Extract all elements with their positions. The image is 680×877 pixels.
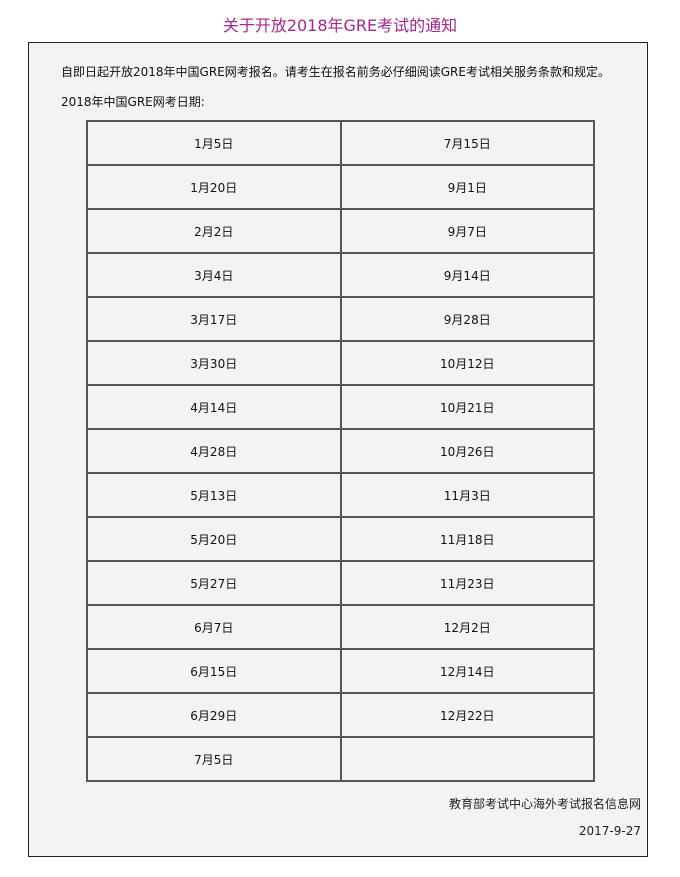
table-row: 6月15日 12月14日 xyxy=(86,648,595,694)
table-row: 3月4日 9月14日 xyxy=(86,252,595,298)
table-row: 3月17日 9月28日 xyxy=(86,296,595,342)
dates-table: 1月5日 7月15日 1月20日 9月1日 2月2日 9月7日 3月4日 9月14日 3月17日… xyxy=(86,120,595,782)
date-cell: 9月14日 xyxy=(339,252,595,298)
date-cell: 7月5日 xyxy=(86,736,342,782)
dates-heading: 2018年中国GRE网考日期: xyxy=(61,95,205,109)
table-row: 5月20日 11月18日 xyxy=(86,516,595,562)
date-cell: 1月5日 xyxy=(86,120,342,166)
page-title: 关于开放2018年GRE考试的通知 xyxy=(222,16,458,35)
date-cell: 5月20日 xyxy=(86,516,342,562)
publish-date: 2017-9-27 xyxy=(578,824,641,838)
intro-text: 自即日起开放2018年中国GRE网考报名。请考生在报名前务必仔细阅读GRE考试相… xyxy=(61,65,610,79)
date-cell xyxy=(339,736,595,782)
date-cell: 12月14日 xyxy=(339,648,595,694)
date-cell: 9月1日 xyxy=(339,164,595,210)
date-cell: 9月7日 xyxy=(339,208,595,254)
date-cell: 12月2日 xyxy=(339,604,595,650)
date-cell: 10月21日 xyxy=(339,384,595,430)
table-row: 3月30日 10月12日 xyxy=(86,340,595,386)
table-row: 4月28日 10月26日 xyxy=(86,428,595,474)
date-cell: 5月27日 xyxy=(86,560,342,606)
table-row: 6月29日 12月22日 xyxy=(86,692,595,738)
date-cell: 11月18日 xyxy=(339,516,595,562)
table-row: 6月7日 12月2日 xyxy=(86,604,595,650)
table-row: 4月14日 10月21日 xyxy=(86,384,595,430)
date-cell: 6月29日 xyxy=(86,692,342,738)
date-cell: 3月4日 xyxy=(86,252,342,298)
notice-box: 自即日起开放2018年中国GRE网考报名。请考生在报名前务必仔细阅读GRE考试相… xyxy=(28,42,648,857)
table-row: 2月2日 9月7日 xyxy=(86,208,595,254)
table-row: 7月5日 xyxy=(86,736,595,782)
date-cell: 11月3日 xyxy=(339,472,595,518)
date-cell: 3月30日 xyxy=(86,340,342,386)
date-cell: 2月2日 xyxy=(86,208,342,254)
date-cell: 1月20日 xyxy=(86,164,342,210)
date-cell: 10月12日 xyxy=(339,340,595,386)
date-cell: 7月15日 xyxy=(339,120,595,166)
date-cell: 3月17日 xyxy=(86,296,342,342)
table-row: 5月27日 11月23日 xyxy=(86,560,595,606)
table-row: 1月20日 9月1日 xyxy=(86,164,595,210)
date-cell: 4月14日 xyxy=(86,384,342,430)
date-cell: 4月28日 xyxy=(86,428,342,474)
date-cell: 5月13日 xyxy=(86,472,342,518)
table-row: 1月5日 7月15日 xyxy=(86,120,595,166)
date-cell: 11月23日 xyxy=(339,560,595,606)
table-row: 5月13日 11月3日 xyxy=(86,472,595,518)
date-cell: 12月22日 xyxy=(339,692,595,738)
date-cell: 10月26日 xyxy=(339,428,595,474)
date-cell: 6月15日 xyxy=(86,648,342,694)
organization: 教育部考试中心海外考试报名信息网 xyxy=(448,797,641,811)
date-cell: 6月7日 xyxy=(86,604,342,650)
date-cell: 9月28日 xyxy=(339,296,595,342)
